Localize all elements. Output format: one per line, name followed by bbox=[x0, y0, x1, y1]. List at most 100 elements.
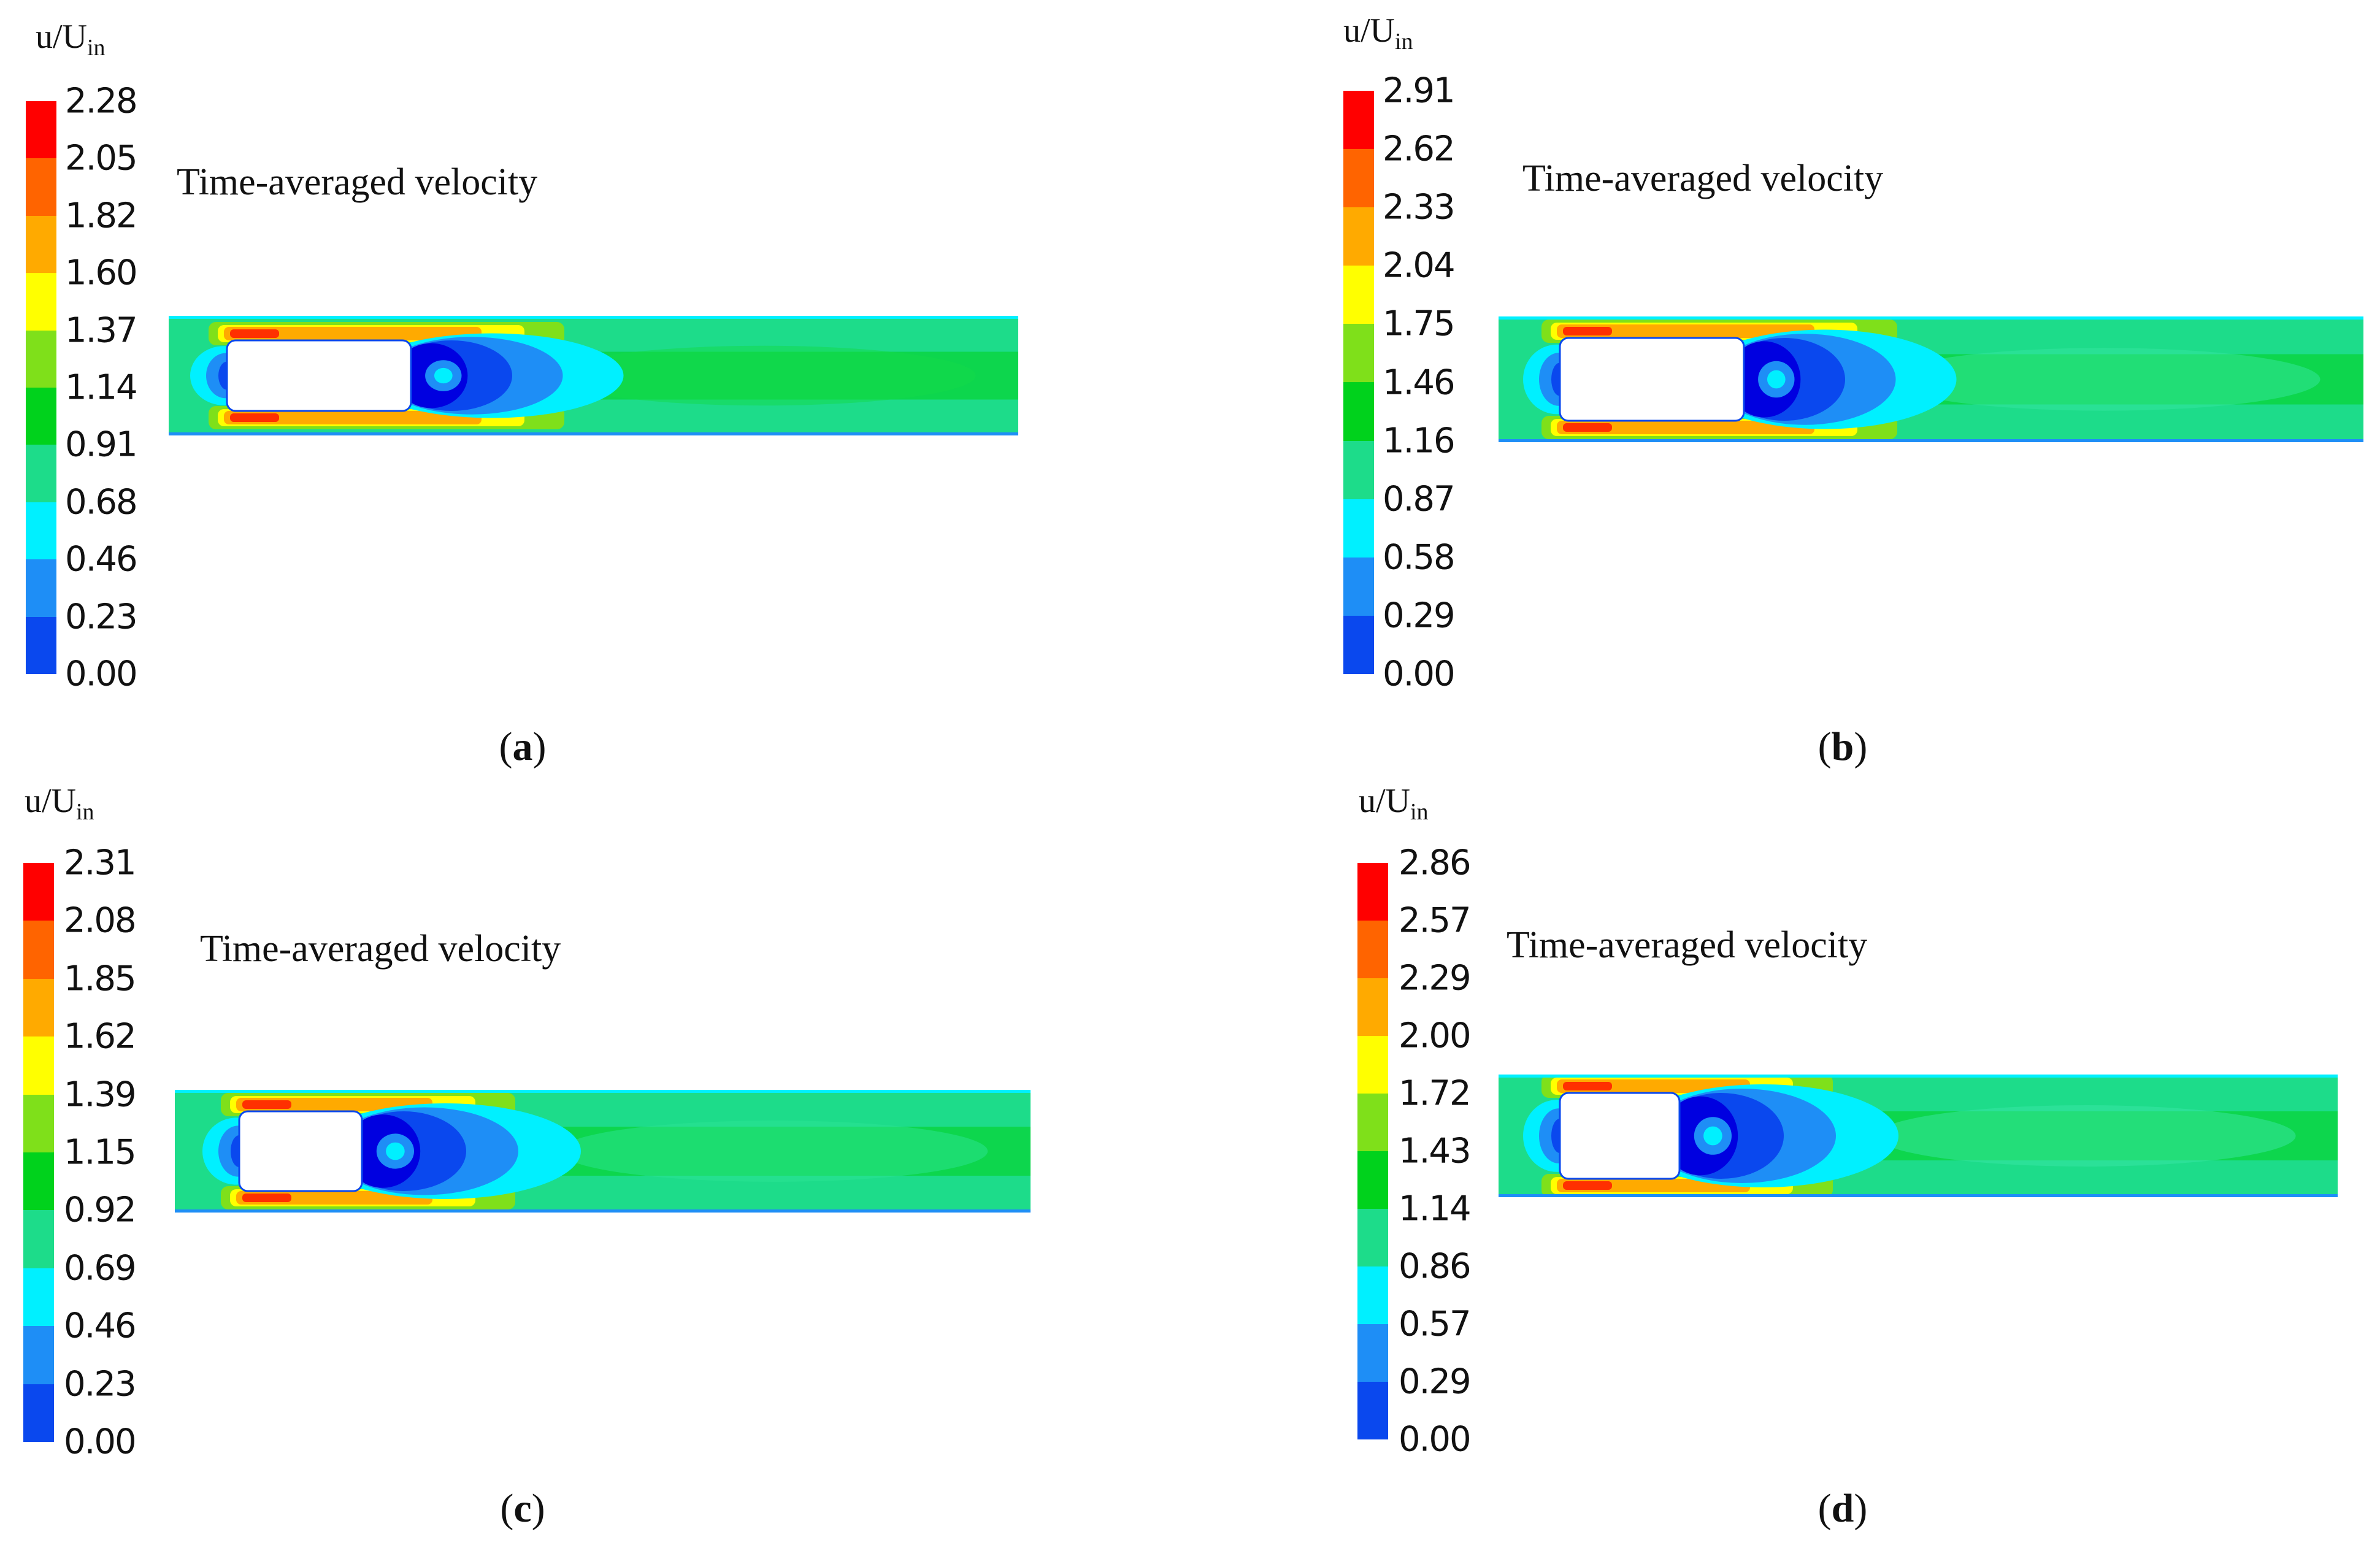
colorbar-tick-label: 1.15 bbox=[64, 1132, 137, 1173]
colorbar bbox=[26, 101, 56, 675]
colorbar-tick-label: 0.69 bbox=[64, 1248, 137, 1289]
colorbar-swatch bbox=[1343, 615, 1374, 674]
wake-eddy bbox=[434, 367, 453, 384]
colorbar-swatch bbox=[26, 215, 56, 274]
shear-layer bbox=[1563, 1181, 1612, 1190]
wall-layer bbox=[169, 432, 1018, 435]
colorbar-tick-label: 0.87 bbox=[1383, 479, 1456, 519]
flow-core bbox=[551, 345, 976, 406]
velocity-contour-plot bbox=[175, 1090, 1031, 1213]
colorbar-tick-label: 1.39 bbox=[64, 1075, 137, 1115]
panel-d: u/Uin Time-averaged velocity (d) 2.86 2.5… bbox=[1190, 774, 2355, 1531]
plot-caption: Time-averaged velocity bbox=[1522, 158, 1884, 199]
colorbar-swatch bbox=[1343, 207, 1374, 266]
colorbar-swatch bbox=[1357, 921, 1388, 978]
panel-label: (a) bbox=[499, 724, 547, 769]
colorbar-swatch bbox=[1343, 91, 1374, 150]
colorbar-swatch bbox=[1343, 440, 1374, 499]
colorbar-swatch bbox=[26, 445, 56, 502]
colorbar-tick-label: 0.29 bbox=[1399, 1362, 1472, 1402]
shear-layer bbox=[224, 411, 482, 424]
colorbar-tick-label: 0.57 bbox=[1399, 1304, 1472, 1344]
wall-layer bbox=[175, 1090, 1031, 1093]
colorbar-swatch bbox=[1357, 1151, 1388, 1209]
shear-layer bbox=[242, 1100, 291, 1109]
colorbar-tick-label: 1.46 bbox=[1383, 362, 1456, 402]
obstacle bbox=[226, 339, 412, 412]
colorbar-tick-label: 0.29 bbox=[1383, 596, 1456, 636]
colorbar-tick-label: 0.68 bbox=[65, 482, 138, 523]
colorbar-tick-label: 0.91 bbox=[65, 424, 138, 465]
obstacle bbox=[238, 1110, 363, 1192]
plot-caption: Time-averaged velocity bbox=[1507, 924, 1868, 966]
colorbar-swatch bbox=[26, 273, 56, 331]
colorbar-tick-label: 0.46 bbox=[65, 539, 138, 580]
colorbar-tick-label: 0.86 bbox=[1399, 1246, 1472, 1287]
colorbar-tick-label: 1.85 bbox=[64, 959, 137, 999]
colorbar-tick-label: 0.00 bbox=[1383, 654, 1456, 694]
colorbar-tick-label: 1.43 bbox=[1399, 1131, 1472, 1171]
wall-layer bbox=[175, 1209, 1031, 1213]
shear-layer bbox=[1557, 324, 1814, 338]
panel-b: u/Uin Time-averaged velocity (b) 2.91 2.6… bbox=[1190, 0, 2363, 769]
colorbar-swatch bbox=[23, 1384, 54, 1443]
colorbar-swatch bbox=[26, 330, 56, 388]
colorbar-tick-label: 1.16 bbox=[1383, 421, 1456, 461]
colorbar bbox=[23, 863, 54, 1443]
wall-layer bbox=[1499, 316, 2363, 320]
wake-eddy bbox=[1703, 1126, 1722, 1146]
colorbar-swatch bbox=[26, 101, 56, 159]
plot-caption: Time-averaged velocity bbox=[177, 161, 538, 203]
panel-label: (b) bbox=[1818, 724, 1868, 769]
colorbar-swatch bbox=[1357, 978, 1388, 1036]
shear-layer bbox=[1557, 421, 1814, 434]
panel-c: u/Uin Time-averaged velocity (c) 2.31 2.0… bbox=[0, 774, 1165, 1531]
colorbar-tick-label: 0.00 bbox=[64, 1422, 137, 1462]
colorbar-tick-label: 2.05 bbox=[65, 138, 138, 178]
wall-layer bbox=[1499, 1194, 2338, 1197]
colorbar-tick-label: 2.29 bbox=[1399, 958, 1472, 998]
colorbar-swatch bbox=[23, 1094, 54, 1153]
colorbar-swatch bbox=[1357, 1036, 1388, 1094]
colorbar-swatch bbox=[1343, 149, 1374, 208]
colorbar-tick-label: 1.75 bbox=[1383, 304, 1456, 344]
colorbar-swatch bbox=[1357, 1209, 1388, 1266]
colorbar-tick-label: 2.08 bbox=[64, 900, 137, 941]
colorbar-tick-label: 2.91 bbox=[1383, 71, 1456, 111]
wall-layer bbox=[169, 316, 1018, 319]
colorbar-swatch bbox=[26, 158, 56, 216]
colorbar-swatch bbox=[1343, 382, 1374, 441]
colorbar-tick-label: 2.04 bbox=[1383, 245, 1456, 286]
colorbar-tick-label: 2.57 bbox=[1399, 900, 1472, 941]
wall-layer bbox=[1499, 1075, 2338, 1078]
colorbar-swatch bbox=[23, 1036, 54, 1095]
colorbar bbox=[1357, 863, 1388, 1439]
colorbar-swatch bbox=[1343, 324, 1374, 383]
flow-core bbox=[1887, 348, 2320, 411]
colorbar-tick-label: 1.62 bbox=[64, 1016, 137, 1057]
colorbar-tick-label: 1.60 bbox=[65, 253, 138, 293]
obstacle bbox=[1559, 1092, 1681, 1180]
colorbar-swatch bbox=[1343, 557, 1374, 616]
colorbar-tick-label: 1.82 bbox=[65, 196, 138, 236]
colorbar-tick-label: 2.28 bbox=[65, 81, 138, 121]
flow-core bbox=[559, 1121, 988, 1182]
colorbar-tick-label: 0.58 bbox=[1383, 537, 1456, 578]
colorbar-tick-label: 2.31 bbox=[64, 843, 137, 883]
wall-layer bbox=[1499, 439, 2363, 442]
colorbar-swatch bbox=[26, 502, 56, 560]
colorbar-tick-label: 1.37 bbox=[65, 310, 138, 351]
colorbar-title: u/Uin bbox=[1359, 782, 1429, 825]
shear-layer bbox=[230, 329, 279, 338]
colorbar-swatch bbox=[23, 1326, 54, 1384]
colorbar-tick-label: 1.14 bbox=[65, 367, 138, 408]
colorbar-swatch bbox=[1357, 1266, 1388, 1324]
shear-layer bbox=[1563, 423, 1612, 432]
shear-layer bbox=[1563, 1082, 1612, 1090]
colorbar-swatch bbox=[1343, 266, 1374, 324]
panel-label: (d) bbox=[1818, 1486, 1868, 1531]
colorbar-swatch bbox=[23, 1152, 54, 1211]
obstacle bbox=[1559, 337, 1745, 422]
panel-a: u/Uin Time-averaged velocity (a) 2.28 2.0… bbox=[0, 0, 1165, 769]
colorbar-swatch bbox=[1357, 1094, 1388, 1151]
